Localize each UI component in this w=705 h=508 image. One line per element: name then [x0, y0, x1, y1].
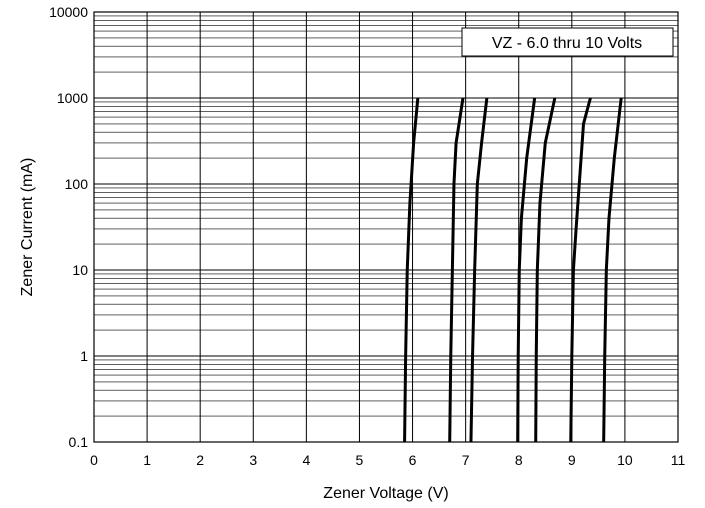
y-tick-label: 0.1 — [69, 434, 89, 450]
tick-labels: 0.1 1 10 100 1000 10000 0 1 2 3 4 5 6 7 8 9 10 11 — [49, 4, 685, 468]
minor-gridlines — [94, 15, 678, 417]
annotation-box — [461, 27, 674, 57]
annotation-text: VZ - 6.0 thru 10 Volts — [492, 35, 642, 52]
major-gridlines — [93, 11, 679, 443]
x-tick-label: 6 — [409, 452, 417, 468]
x-tick-label: 11 — [671, 452, 686, 468]
x-tick-label: 7 — [462, 452, 470, 468]
y-axis-title: Zener Current (mA) — [19, 158, 36, 297]
x-tick-label: 10 — [617, 452, 633, 468]
x-tick-label: 2 — [196, 452, 204, 468]
series-line-6 — [569, 97, 592, 443]
y-tick-label: 100 — [65, 176, 89, 192]
series-line-7 — [602, 97, 623, 443]
series-layer — [403, 97, 623, 443]
x-tick-label: 5 — [356, 452, 364, 468]
x-tick-label: 0 — [90, 452, 98, 468]
x-tick-label: 4 — [302, 452, 310, 468]
series-line-4 — [516, 97, 537, 443]
y-tick-label: 1000 — [57, 90, 88, 106]
y-tick-label: 1 — [80, 348, 88, 364]
plot-frame — [93, 11, 679, 443]
x-axis-title: Zener Voltage (V) — [323, 485, 448, 502]
series-line-3 — [469, 97, 489, 443]
y-tick-label: 10000 — [49, 4, 88, 20]
x-tick-label: 1 — [143, 452, 151, 468]
series-line-1 — [403, 97, 420, 443]
x-tick-label: 8 — [515, 452, 523, 468]
series-line-2 — [448, 97, 465, 443]
x-tick-label: 9 — [568, 452, 576, 468]
series-line-5 — [534, 97, 557, 443]
y-tick-label: 10 — [72, 262, 88, 278]
x-tick-label: 3 — [249, 452, 257, 468]
